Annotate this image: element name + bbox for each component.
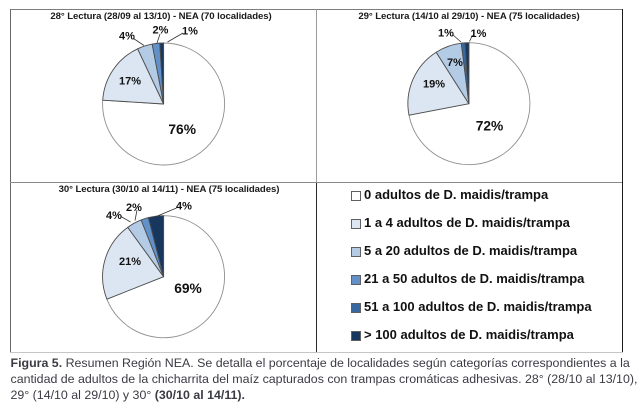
svg-text:7%: 7%	[447, 57, 463, 69]
svg-text:4%: 4%	[176, 201, 192, 213]
svg-text:2%: 2%	[153, 25, 169, 37]
svg-text:1%: 1%	[182, 26, 198, 38]
svg-text:19%: 19%	[423, 79, 445, 91]
svg-text:4%: 4%	[106, 210, 122, 222]
svg-text:2%: 2%	[126, 202, 142, 214]
svg-text:17%: 17%	[119, 76, 141, 88]
svg-text:69%: 69%	[174, 281, 202, 296]
svg-text:1%: 1%	[438, 28, 454, 40]
svg-text:4%: 4%	[119, 31, 135, 43]
svg-text:21%: 21%	[119, 256, 141, 268]
svg-text:76%: 76%	[168, 122, 196, 137]
svg-text:72%: 72%	[476, 118, 504, 133]
svg-text:1%: 1%	[471, 28, 487, 40]
